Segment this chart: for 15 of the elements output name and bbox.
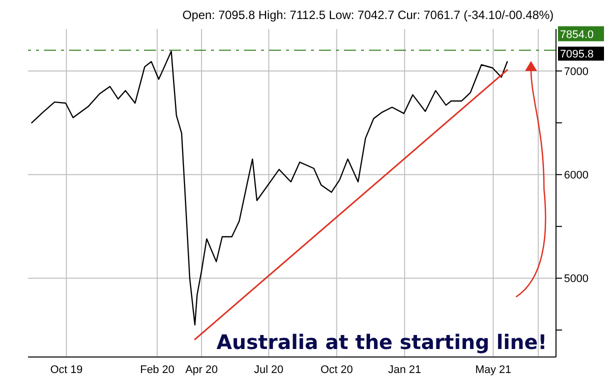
y-tick-label: 6000 xyxy=(564,170,588,182)
chart-subtitle: Open: 7095.8 High: 7112.5 Low: 7042.7 Cur: 7061.7 (-34.10/-00.48%) xyxy=(181,8,555,23)
line-series xyxy=(31,50,508,326)
x-tick-label: May 21 xyxy=(475,364,512,376)
x-tick-label: Oct 20 xyxy=(320,364,353,376)
annotation: Australia at the starting line! xyxy=(216,330,547,354)
x-tick-label: Jul 20 xyxy=(254,364,284,376)
text: 7095.8 xyxy=(560,48,594,61)
y-tick-label: 7000 xyxy=(564,66,588,78)
x-tick-label: Oct 19 xyxy=(50,364,83,376)
x-tick-label: Feb 20 xyxy=(140,364,174,376)
x-tick-label: Apr 20 xyxy=(185,364,218,376)
text: 7854.0 xyxy=(560,29,594,42)
x-tick-label: Jan 21 xyxy=(388,364,422,376)
y-tick-label: 5000 xyxy=(564,273,588,286)
